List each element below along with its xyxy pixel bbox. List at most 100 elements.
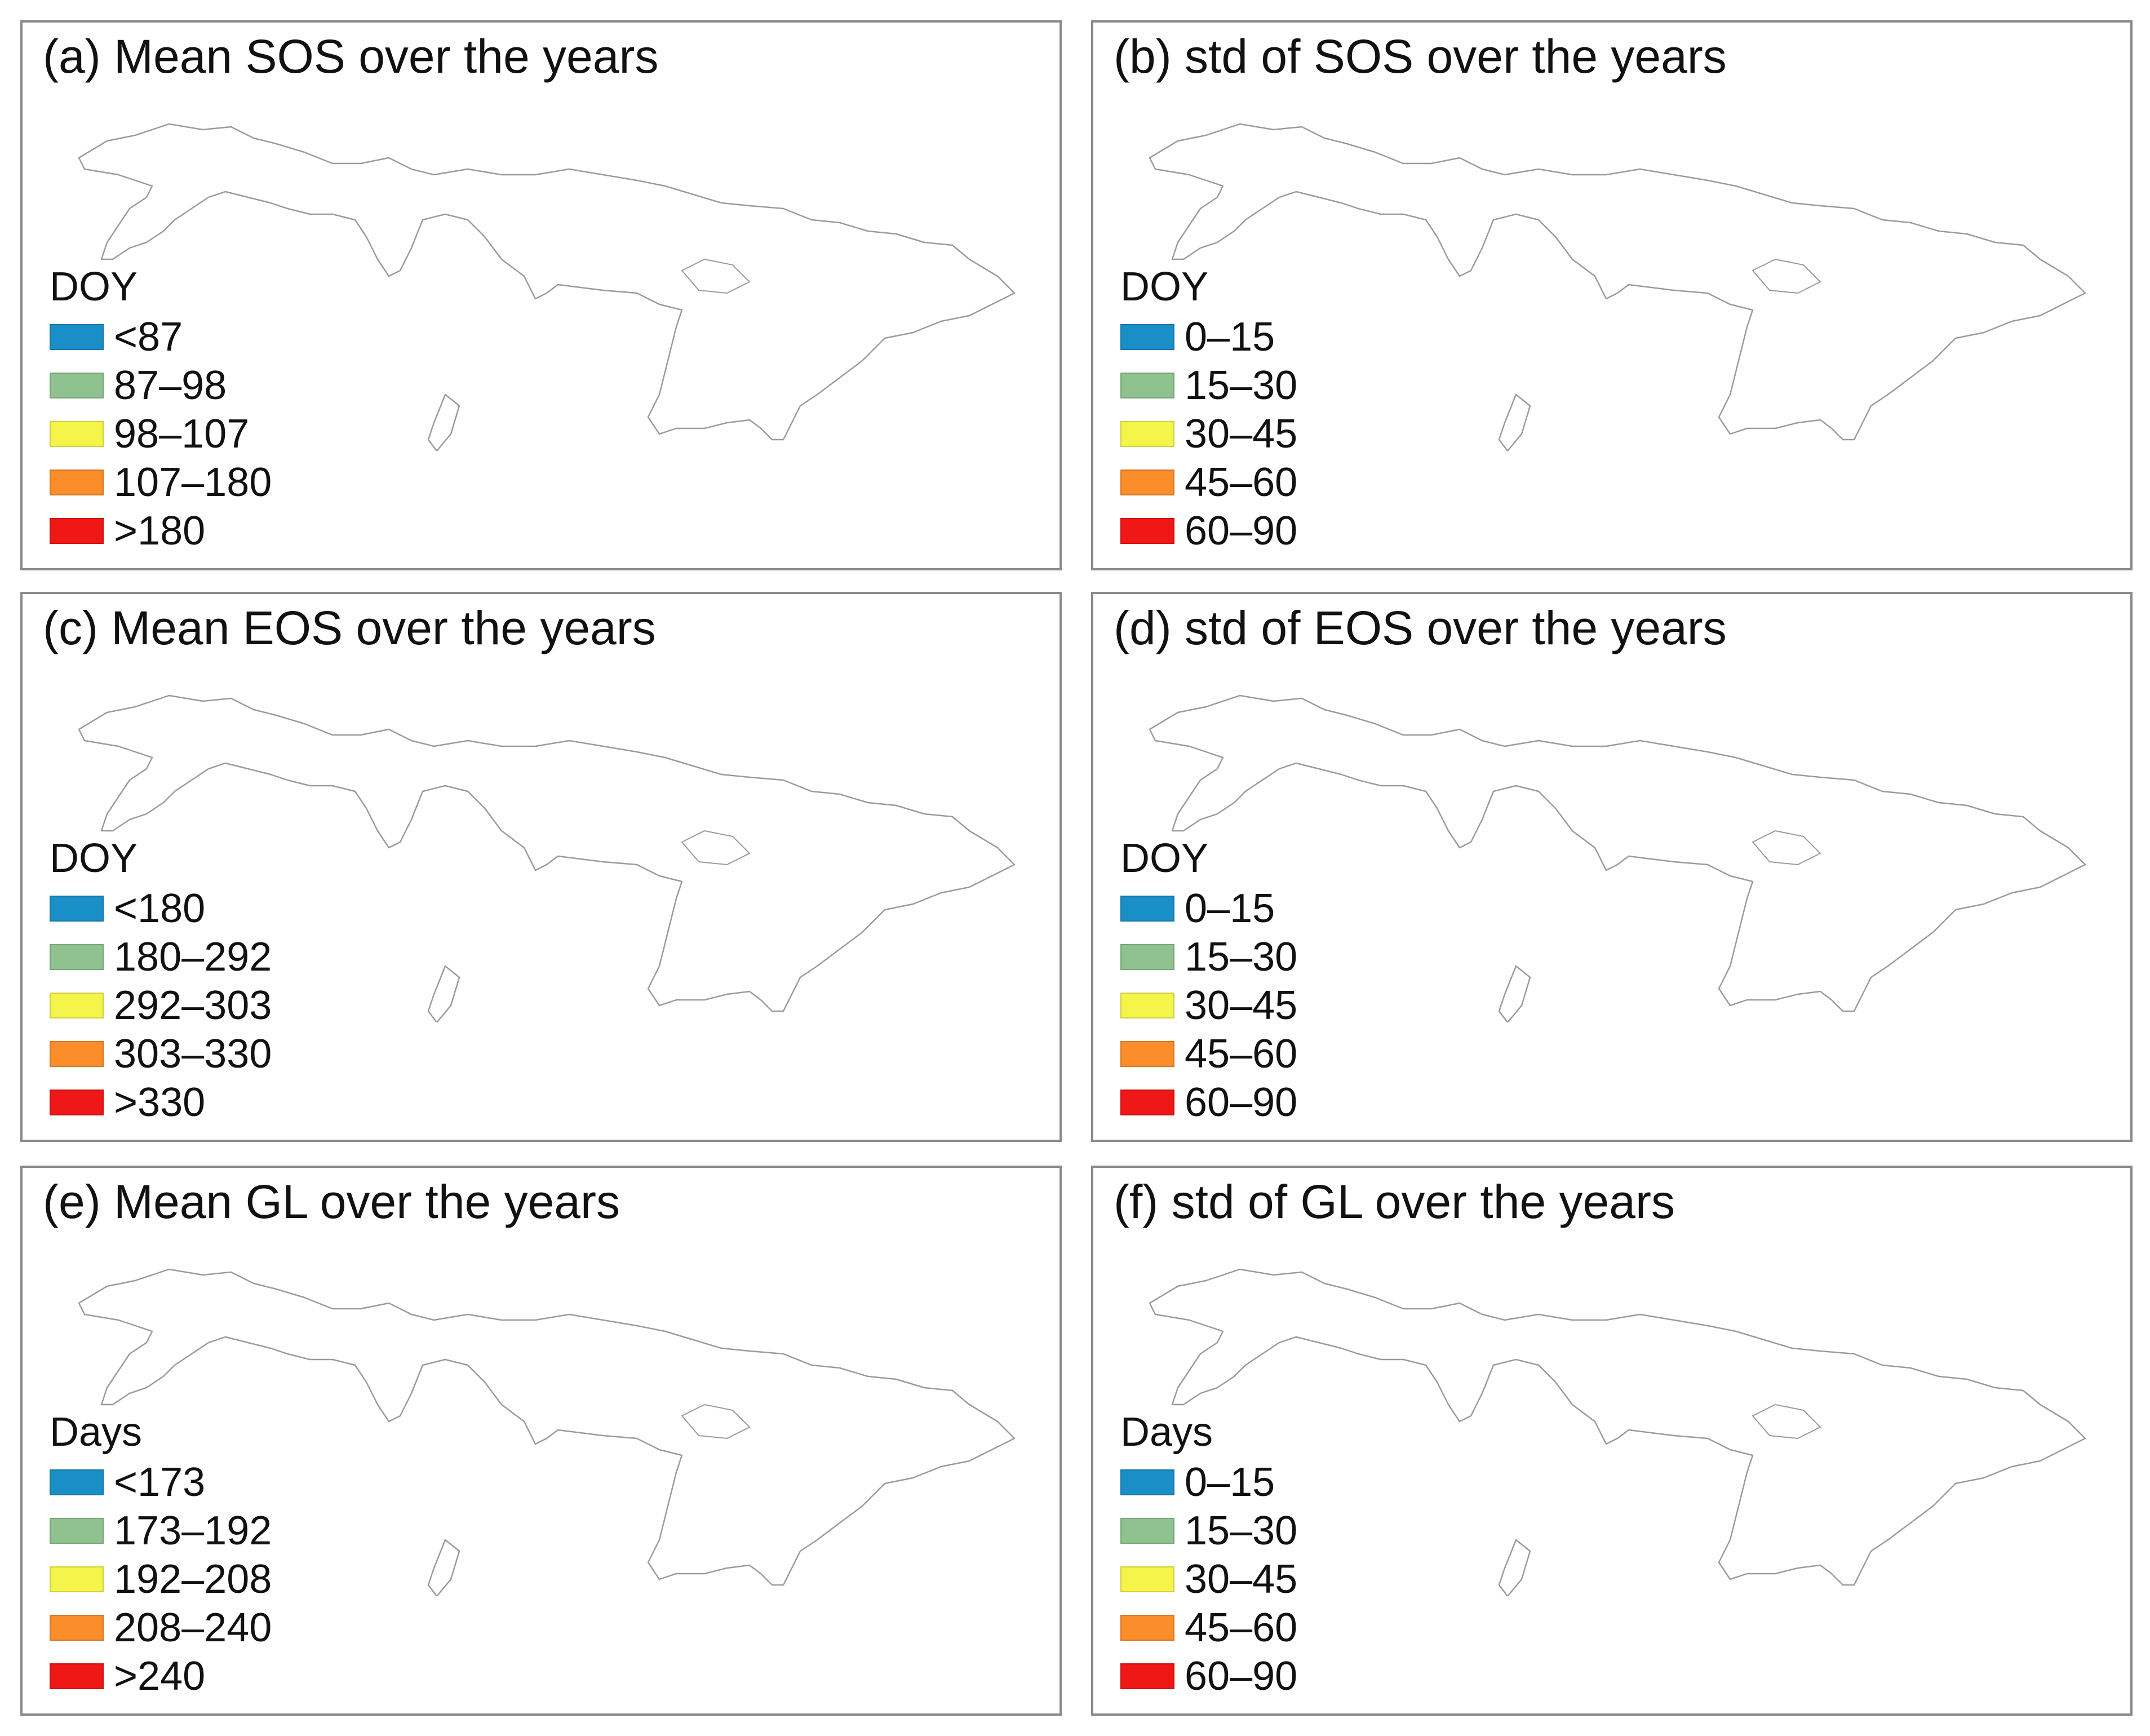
legend-item: 60–90: [1120, 507, 1297, 555]
legend-label: 173–192: [114, 1508, 272, 1554]
legend-label: 180–292: [114, 935, 272, 980]
legend-item: 303–330: [50, 1030, 272, 1078]
legend-swatch: [1120, 324, 1174, 351]
legend-item: 180–292: [50, 933, 272, 981]
legend-label: <173: [114, 1460, 206, 1505]
map-legend: Days <173 173–192 192–208 208–240 >240: [50, 1410, 272, 1700]
legend-label: 98–107: [114, 411, 250, 457]
legend-item: 107–180: [50, 458, 272, 507]
legend-label: 0–15: [1185, 1460, 1275, 1505]
legend-label: <87: [114, 315, 183, 360]
legend-item: 30–45: [1120, 981, 1297, 1030]
legend-item: 45–60: [1120, 1030, 1297, 1078]
legend-swatch: [1120, 993, 1174, 1019]
panel-title: (d) std of EOS over the years: [1114, 601, 1727, 654]
legend-swatch: [50, 1041, 104, 1068]
legend-label: 45–60: [1185, 1031, 1298, 1077]
legend-swatch: [1120, 518, 1174, 544]
map-legend: DOY 0–15 15–30 30–45 45–60 60–90: [1120, 264, 1298, 555]
map-legend: DOY 0–15 15–30 30–45 45–60 60–90: [1120, 836, 1297, 1127]
legend-title: DOY: [50, 836, 138, 881]
legend-label: 292–303: [114, 983, 272, 1029]
legend-label: 87–98: [114, 363, 227, 409]
map-legend: DOY <180 180–292 292–303 303–330 >330: [50, 836, 272, 1127]
legend-item: 45–60: [1120, 458, 1297, 507]
legend-item: <87: [50, 313, 272, 361]
legend-swatch: [50, 1663, 104, 1690]
legend-swatch: [1120, 1469, 1174, 1496]
legend-swatch: [50, 993, 104, 1019]
legend-label: 60–90: [1185, 508, 1298, 554]
legend-item: <173: [50, 1458, 272, 1507]
legend-title: Days: [50, 1410, 143, 1455]
panel-title: (e) Mean GL over the years: [43, 1175, 620, 1228]
legend-swatch: [1120, 1663, 1174, 1690]
legend-label: >180: [114, 508, 206, 554]
legend-label: 0–15: [1185, 315, 1275, 360]
legend-item: 0–15: [1120, 884, 1297, 933]
legend-swatch: [50, 944, 104, 971]
map-panel-c: (c) Mean EOS over the years DOY <180 180…: [20, 592, 1062, 1142]
legend-swatch: [50, 518, 104, 544]
legend-label: 15–30: [1185, 363, 1298, 409]
legend-swatch: [50, 1615, 104, 1641]
panel-title: (f) std of GL over the years: [1114, 1175, 1675, 1228]
panel-title: (b) std of SOS over the years: [1114, 30, 1727, 83]
legend-label: 60–90: [1185, 1080, 1298, 1126]
legend-swatch: [1120, 421, 1174, 448]
legend-item: 208–240: [50, 1604, 272, 1652]
legend-item: 292–303: [50, 981, 272, 1030]
legend-item: 15–30: [1120, 933, 1297, 981]
legend-item: 192–208: [50, 1555, 272, 1604]
legend-title: Days: [1120, 1410, 1213, 1455]
panel-title: (a) Mean SOS over the years: [43, 30, 659, 83]
legend-title: DOY: [1120, 264, 1209, 309]
legend-label: 30–45: [1185, 1557, 1298, 1602]
legend-label: 303–330: [114, 1031, 272, 1077]
legend-swatch: [1120, 944, 1174, 971]
legend-swatch: [1120, 373, 1174, 399]
map-panel-f: (f) std of GL over the years Days 0–15 1…: [1091, 1166, 2133, 1716]
legend-label: 208–240: [114, 1605, 272, 1651]
legend-item: 30–45: [1120, 410, 1297, 458]
legend-label: 45–60: [1185, 460, 1298, 506]
legend-label: 192–208: [114, 1557, 272, 1602]
legend-item: 98–107: [50, 410, 272, 458]
legend-swatch: [1120, 1041, 1174, 1068]
legend-swatch: [1120, 470, 1174, 496]
legend-swatch: [1120, 1090, 1174, 1116]
map-legend: DOY <87 87–98 98–107 107–180 >180: [50, 264, 272, 555]
legend-swatch: [50, 1566, 104, 1593]
legend-swatch: [50, 1518, 104, 1544]
legend-item: 15–30: [1120, 1507, 1297, 1555]
legend-swatch: [50, 470, 104, 496]
map-panel-a: (a) Mean SOS over the years DOY <87 87–9…: [20, 20, 1062, 570]
panel-title: (c) Mean EOS over the years: [43, 601, 656, 654]
legend-item: >240: [50, 1652, 272, 1700]
legend-item: <180: [50, 884, 272, 933]
legend-label: 0–15: [1185, 886, 1275, 932]
legend-swatch: [50, 1090, 104, 1116]
legend-swatch: [50, 421, 104, 448]
legend-label: >240: [114, 1654, 206, 1699]
map-panel-b: (b) std of SOS over the years DOY 0–15 1…: [1091, 20, 2133, 570]
legend-item: 30–45: [1120, 1555, 1297, 1604]
legend-item: >180: [50, 507, 272, 555]
legend-item: 0–15: [1120, 313, 1297, 361]
legend-swatch: [50, 373, 104, 399]
legend-label: 15–30: [1185, 1508, 1298, 1554]
map-legend: Days 0–15 15–30 30–45 45–60 60–90: [1120, 1410, 1297, 1700]
map-panel-d: (d) std of EOS over the years DOY 0–15 1…: [1091, 592, 2133, 1142]
legend-item: 173–192: [50, 1507, 272, 1555]
legend-item: 0–15: [1120, 1458, 1297, 1507]
legend-item: 87–98: [50, 361, 272, 410]
legend-swatch: [50, 1469, 104, 1496]
legend-item: 45–60: [1120, 1604, 1297, 1652]
legend-item: 60–90: [1120, 1078, 1297, 1127]
legend-swatch: [1120, 1566, 1174, 1593]
legend-label: 107–180: [114, 460, 272, 506]
legend-label: 30–45: [1185, 983, 1298, 1029]
legend-label: 60–90: [1185, 1654, 1298, 1699]
legend-label: <180: [114, 886, 206, 932]
legend-swatch: [1120, 1518, 1174, 1544]
